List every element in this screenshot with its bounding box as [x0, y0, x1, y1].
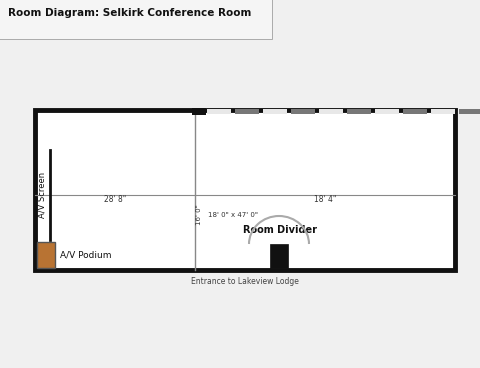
Text: A/V Screen: A/V Screen: [37, 172, 47, 218]
Bar: [37, 242, 55, 268]
Bar: [459, 109, 480, 114]
Text: 16' 0": 16' 0": [196, 205, 202, 225]
Text: Room Diagram: Selkirk Conference Room: Room Diagram: Selkirk Conference Room: [8, 8, 252, 18]
Bar: [291, 109, 315, 114]
Text: 18' 0" x 47' 0": 18' 0" x 47' 0": [208, 212, 258, 218]
Text: 18' 4": 18' 4": [314, 195, 336, 205]
Bar: [192, 108, 206, 115]
Text: Room Divider: Room Divider: [243, 225, 317, 235]
Bar: [347, 109, 371, 114]
Text: Entrance to Lakeview Lodge: Entrance to Lakeview Lodge: [191, 277, 299, 287]
Text: A/V Podium: A/V Podium: [60, 251, 111, 259]
Text: 28' 8": 28' 8": [104, 195, 126, 205]
Bar: [319, 109, 343, 114]
Bar: [375, 109, 399, 114]
Bar: [35, 110, 455, 270]
Bar: [431, 109, 455, 114]
Bar: [403, 109, 427, 114]
Bar: [207, 109, 231, 114]
Bar: [235, 109, 259, 114]
Bar: [263, 109, 287, 114]
Bar: [270, 244, 288, 268]
